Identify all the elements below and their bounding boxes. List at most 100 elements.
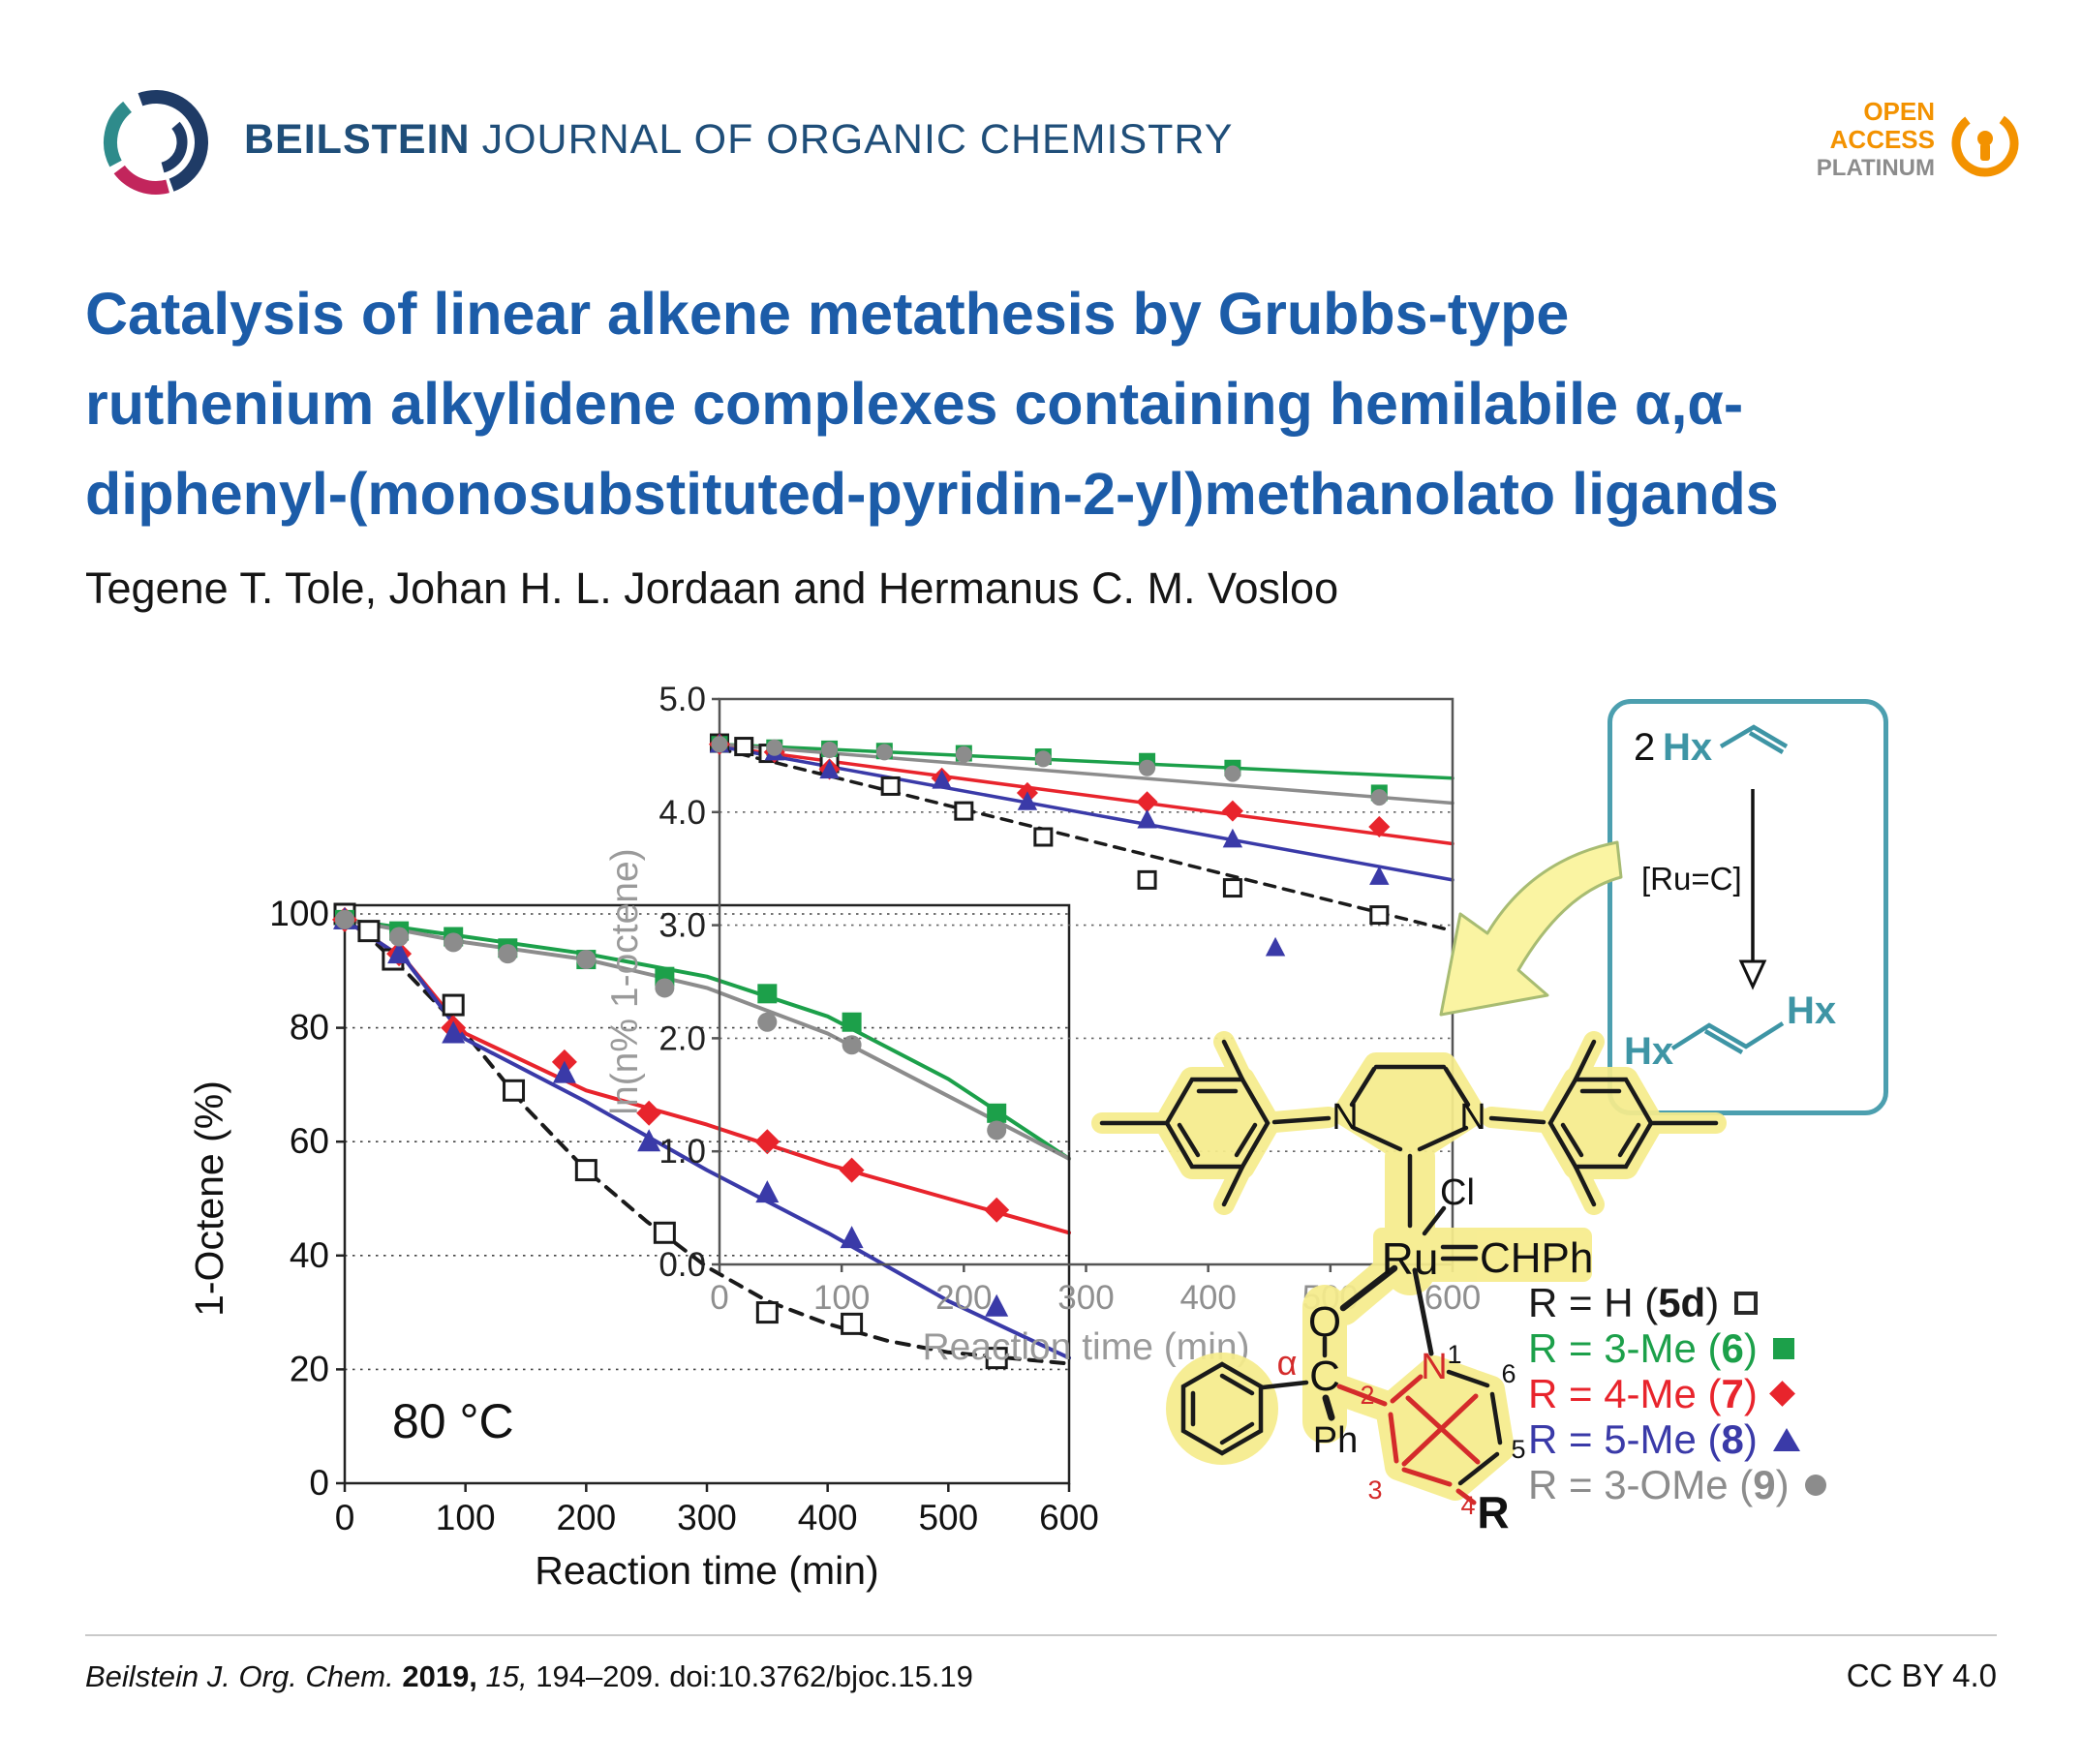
beilstein-logo xyxy=(104,90,209,195)
legend-label: R = 3-Me (6) xyxy=(1528,1324,1758,1371)
legend-label: R = 3-OMe (9) xyxy=(1528,1461,1790,1507)
legend-marker-circle-icon xyxy=(1804,1474,1826,1496)
title-line-1: Catalysis of linear alkene metathesis by… xyxy=(85,281,1570,347)
title-line-3: diphenyl-(monosubstituted-pyridin-2-yl)m… xyxy=(85,461,1779,527)
temperature-annotation: 80 °C xyxy=(392,1394,514,1448)
x-tick-label: 600 xyxy=(1039,1498,1099,1537)
y-tick-label: 0.0 xyxy=(658,1246,706,1284)
y-tick-label: 0 xyxy=(309,1463,329,1503)
citation-pages-doi: 194–209. doi:10.3762/bjoc.15.19 xyxy=(536,1659,973,1693)
alpha-label: α xyxy=(1277,1343,1298,1383)
legend-marker-square-icon xyxy=(1772,1337,1794,1359)
y-tick-label: 4.0 xyxy=(658,794,706,832)
footer-divider xyxy=(85,1634,1997,1636)
series-line-7 xyxy=(718,745,1454,846)
y-axis-title: ln(n% 1-octene) xyxy=(604,848,646,1114)
legend-row: R = 3-Me (6) xyxy=(1528,1325,1826,1371)
x-tick-label: 300 xyxy=(677,1498,737,1537)
ring-number-2: 2 xyxy=(1360,1381,1374,1410)
x-tick-label: 600 xyxy=(1424,1279,1481,1317)
open-access-lock-icon xyxy=(1951,109,2019,177)
open-access-badge: OPEN ACCESS PLATINUM xyxy=(1817,93,2024,186)
nhc-nitrogen-left-label: N xyxy=(1332,1097,1358,1138)
ring-number-5: 5 xyxy=(1511,1435,1525,1464)
y-tick-label: 40 xyxy=(290,1235,329,1275)
terminal-alkene-double-bond xyxy=(1748,731,1785,754)
chloride-label: Cl xyxy=(1440,1172,1475,1213)
x-tick-label: 100 xyxy=(436,1498,496,1537)
author-list: Tegene T. Tole, Johan H. L. Jordaan and … xyxy=(85,563,1339,613)
y-tick-label: 80 xyxy=(290,1008,329,1048)
ru-cl-bond xyxy=(1422,1205,1447,1236)
y-tick-label: 100 xyxy=(269,894,329,933)
ln-octene-kinetics-inset-chart: 0 100 200 300 400 500 6000.01.02.03.04.05.0Rea… xyxy=(604,681,1481,1368)
legend-marker-diamond-icon xyxy=(1768,1381,1795,1407)
x-tick-label: 400 xyxy=(1179,1279,1236,1317)
series-line-9 xyxy=(718,742,1454,806)
series-line-9 xyxy=(343,917,1071,1161)
phenyl-ring xyxy=(1180,1361,1264,1456)
mesityl-right-ring xyxy=(1547,1077,1654,1170)
open-access-line1: OPEN xyxy=(1863,96,1935,126)
x-tick-label: 300 xyxy=(1057,1279,1114,1317)
nhc-ring xyxy=(1349,1066,1377,1108)
y-tick-label: 2.0 xyxy=(658,1019,706,1057)
y-tick-label: 60 xyxy=(290,1121,329,1161)
legend-marker-triangle-icon xyxy=(1772,1427,1800,1451)
x-axis-title: Reaction time (min) xyxy=(535,1548,878,1593)
series-legend: R = H (5d) R = 3-Me (6) R = 4-Me (7) R = 5-… xyxy=(1528,1280,1826,1507)
octene-conversion-chart: 0 100 200 300 400 500 600 0 20 40 60 80 100 Reaction … xyxy=(187,894,1099,1593)
open-access-line3: PLATINUM xyxy=(1816,154,1935,181)
pyridine-nitrogen-label: N xyxy=(1421,1347,1447,1387)
product-hexyl-right-label: Hx xyxy=(1787,989,1836,1032)
citation-volume: 15, xyxy=(485,1659,528,1693)
journal-name-bold: BEILSTEIN xyxy=(244,116,471,163)
axes: 0 100 200 300 400 500 600 0 20 40 60 80 100 xyxy=(269,894,1099,1537)
phenyl-label: Ph xyxy=(1313,1420,1358,1461)
y-tick-label: 20 xyxy=(290,1349,329,1388)
alpha-carbon-label: C xyxy=(1309,1353,1340,1400)
terminal-alkene-bond xyxy=(1719,724,1789,748)
citation-journal: Beilstein J. Org. Chem. xyxy=(85,1659,394,1693)
benzylidene-label: CHPh xyxy=(1480,1234,1593,1282)
article-title: Catalysis of linear alkene metathesis by… xyxy=(85,269,2012,539)
c-ph-bond xyxy=(1322,1394,1335,1421)
citation: Beilstein J. Org. Chem. 2019, 15, 194–20… xyxy=(85,1659,973,1694)
internal-alkene-double-bond xyxy=(1703,1029,1744,1054)
x-tick-label: 100 xyxy=(813,1279,870,1317)
nhc-nitrogen-right-label: N xyxy=(1459,1097,1485,1138)
pyridine-ring xyxy=(1446,1369,1490,1388)
ruthenium-label: Ru xyxy=(1382,1233,1439,1284)
series-line-6 xyxy=(343,917,1071,1161)
license-label: CC BY 4.0 xyxy=(1846,1658,1997,1693)
x-tick-label: 500 xyxy=(918,1498,978,1537)
stoichiometry-coefficient: 2 xyxy=(1634,726,1655,769)
internal-alkene-bond xyxy=(1670,1021,1785,1050)
oxygen-label: O xyxy=(1308,1298,1341,1346)
citation-year: 2019, xyxy=(402,1659,477,1693)
ring-number-3: 3 xyxy=(1367,1475,1382,1505)
journal-name-rest: JOURNAL OF ORGANIC CHEMISTRY xyxy=(481,116,1234,163)
y-tick-label: 3.0 xyxy=(658,907,706,945)
metathesis-scheme: 2 Hx [Ru=C] Hx Hx xyxy=(1624,724,1836,1073)
skeleton-layer xyxy=(1099,1039,1719,1486)
legend-row: R = 4-Me (7) xyxy=(1528,1371,1826,1416)
title-line-2: ruthenium alkylidene complexes containin… xyxy=(85,371,1744,437)
substituent-r-label: R xyxy=(1477,1487,1509,1537)
x-tick-label: 200 xyxy=(556,1498,616,1537)
legend-label: R = 5-Me (8) xyxy=(1528,1415,1758,1462)
ru-n-bond xyxy=(1412,1267,1434,1356)
ring-number-4: 4 xyxy=(1460,1491,1475,1520)
legend-row: R = H (5d) xyxy=(1528,1280,1826,1325)
journal-name: BEILSTEIN JOURNAL OF ORGANIC CHEMISTRY xyxy=(244,116,1233,164)
x-tick-label: 0 xyxy=(335,1498,355,1537)
x-tick-label: 0 xyxy=(710,1279,728,1317)
ru-o-bond xyxy=(1339,1264,1398,1312)
series-line-5d xyxy=(718,746,1454,933)
catalyst-arrow-label: [Ru=C] xyxy=(1641,861,1742,897)
series-line-8 xyxy=(718,745,1454,882)
series-markers-9 xyxy=(335,909,1007,1141)
series-line-6 xyxy=(718,742,1454,780)
atom-labels: N N Ru Cl CHPh O C α Ph N R 1 2 3 4 5 6 xyxy=(1277,1097,1594,1537)
